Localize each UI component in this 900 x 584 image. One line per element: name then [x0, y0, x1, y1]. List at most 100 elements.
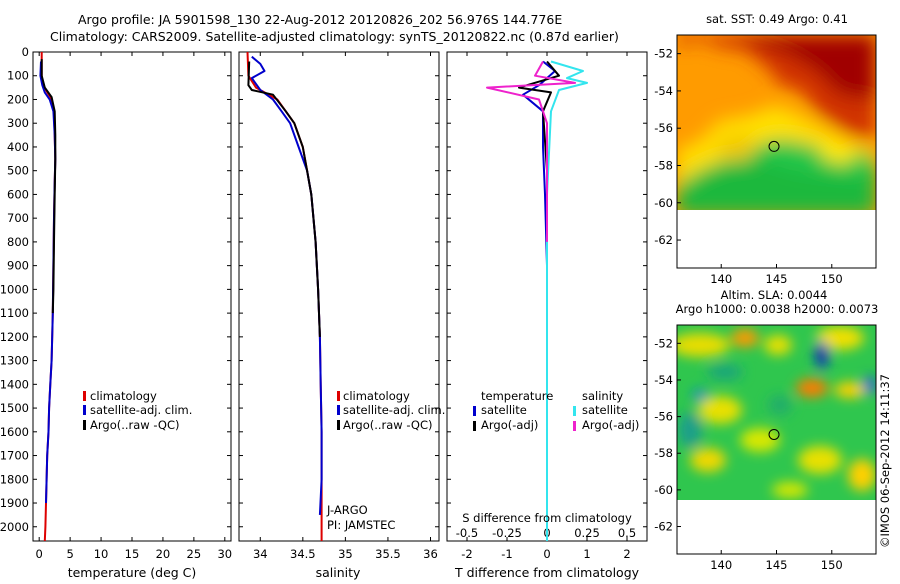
salinity-xlabel: salinity — [316, 565, 361, 580]
sst-map-title: sat. SST: 0.49 Argo: 0.41 — [706, 12, 848, 26]
y-tick-label: 400 — [7, 140, 29, 154]
sla-map-title: Altim. SLA: 0.0044 — [721, 288, 828, 302]
series-line-argo-raw-qc — [40, 59, 57, 314]
x-tick-label: -2 — [461, 547, 472, 561]
legend-swatch-satellite — [337, 405, 340, 415]
y-tick-label: 1800 — [0, 472, 29, 486]
salinity-legend: climatology satellite-adj. clim. Argo(..… — [337, 389, 445, 432]
y-tick-label: 1200 — [0, 330, 29, 344]
map-y-tick-label: -56 — [654, 410, 673, 424]
x-tick-label: 30 — [217, 547, 232, 561]
y-tick-label: 1400 — [0, 377, 29, 391]
s-tick-label: 0.5 — [618, 526, 636, 540]
map-y-tick-label: -60 — [654, 483, 673, 497]
float-position-marker — [768, 428, 780, 440]
y-tick-label: 900 — [7, 259, 29, 273]
map-y-tick-label: -62 — [654, 233, 673, 247]
temperature-plot: 0 5 10 15 20 25 300100200300400500600700800900… — [0, 45, 232, 561]
y-tick-label: 1000 — [0, 282, 29, 296]
legend-label-s-argo: Argo(-adj) — [582, 418, 639, 432]
difference-top-xlabel: S difference from climatology — [462, 511, 632, 525]
annotation-pi: PI: JAMSTEC — [327, 518, 395, 532]
x-tick-label: 1 — [583, 547, 590, 561]
x-tick-label: 36 — [423, 547, 438, 561]
temperature-panel-frame — [32, 51, 232, 542]
series-line-salinity-satellite — [546, 60, 588, 541]
difference-xlabel: T difference from climatology — [454, 565, 640, 580]
y-tick-label: 1300 — [0, 354, 29, 368]
y-tick-label: 1600 — [0, 425, 29, 439]
x-tick-label: 35.5 — [375, 547, 401, 561]
x-tick-label: -1 — [501, 547, 512, 561]
difference-plot: -2 -1 0 1 2-0.5 -0.25 0 0.25 0.5 — [447, 51, 647, 561]
x-tick-label: 25 — [187, 547, 202, 561]
imos-credit: ©IMOS 06-Sep-2012 14:11:37 — [878, 374, 892, 548]
x-tick-label: 0 — [36, 547, 43, 561]
y-tick-label: 1700 — [0, 449, 29, 463]
map-y-tick-label: -54 — [654, 373, 673, 387]
legend-swatch-argo — [83, 420, 86, 430]
sla-map-float-marker — [768, 428, 780, 440]
legend-heading-salinity: salinity — [582, 389, 623, 403]
y-tick-label: 300 — [7, 116, 29, 130]
map-y-tick-label: -58 — [654, 158, 673, 172]
legend-label-climatology: climatology — [343, 389, 410, 403]
legend-swatch-t-satellite — [473, 406, 476, 416]
x-tick-label: 10 — [94, 547, 109, 561]
sst-map-float-marker — [768, 140, 780, 152]
legend-swatch-argo — [337, 420, 340, 430]
x-tick-label: 5 — [66, 547, 73, 561]
legend-label-t-argo: Argo(-adj) — [481, 418, 538, 432]
legend-swatch-satellite — [83, 405, 86, 415]
legend-label-argo: Argo(..raw -QC) — [90, 418, 180, 432]
legend-label-t-satellite: satellite — [481, 403, 527, 417]
s-tick-label: -0.5 — [456, 526, 478, 540]
sla-map-axes: 140 145 150 -52 -54 -56 -58 -60 -62 — [654, 336, 843, 572]
header-line1: Argo profile: JA 5901598_130 22-Aug-2012… — [78, 12, 562, 27]
s-tick-label: 0.25 — [574, 526, 600, 540]
map-x-tick-label: 150 — [821, 272, 843, 286]
salinity-panel-frame — [238, 51, 440, 542]
legend-swatch-t-argo — [473, 421, 476, 431]
salinity-plot: 34 34.5 35 35.5 36 — [239, 51, 439, 561]
y-tick-label: 2000 — [0, 520, 29, 534]
sla-map-field — [677, 325, 876, 500]
legend-label-satellite: satellite-adj. clim. — [90, 403, 192, 417]
temperature-legend: climatology satellite-adj. clim. Argo(..… — [83, 389, 192, 432]
y-tick-label: 800 — [7, 235, 29, 249]
y-tick-label: 600 — [7, 187, 29, 201]
sla-map-subtitle: Argo h1000: 0.0038 h2000: 0.0073 — [676, 302, 879, 316]
legend-swatch-s-satellite — [573, 406, 576, 416]
map-x-tick-label: 145 — [766, 558, 788, 572]
y-tick-label: 100 — [7, 69, 29, 83]
map-y-tick-label: -58 — [654, 446, 673, 460]
sst-map-field — [677, 35, 876, 210]
map-y-tick-label: -60 — [654, 196, 673, 210]
series-line-satellite-adj-clim — [250, 55, 323, 515]
legend-swatch-climatology — [83, 391, 86, 401]
legend-heading-temperature: temperature — [481, 389, 553, 403]
legend-swatch-climatology — [337, 391, 340, 401]
y-tick-label: 1500 — [0, 401, 29, 415]
y-tick-label: 0 — [22, 45, 29, 59]
map-x-tick-label: 140 — [710, 272, 732, 286]
map-y-tick-label: -52 — [654, 336, 673, 350]
legend-label-argo: Argo(..raw -QC) — [343, 418, 433, 432]
header-line2: Climatology: CARS2009. Satellite-adjuste… — [50, 29, 619, 44]
difference-legend: temperature satellite Argo(-adj) salinit… — [473, 389, 639, 432]
y-tick-label: 1900 — [0, 496, 29, 510]
legend-swatch-s-argo — [573, 421, 576, 431]
temperature-xlabel: temperature (deg C) — [68, 565, 197, 580]
x-tick-label: 35 — [338, 547, 353, 561]
x-tick-label: 20 — [156, 547, 171, 561]
legend-label-climatology: climatology — [90, 389, 157, 403]
y-tick-label: 200 — [7, 92, 29, 106]
map-x-tick-label: 150 — [821, 558, 843, 572]
annotation-jargo: J-ARGO — [326, 503, 368, 517]
series-line-salinity-argo-adj — [486, 61, 576, 242]
legend-label-s-satellite: satellite — [582, 403, 628, 417]
sst-map-axes: 140 145 150 -52 -54 -56 -58 -60 -62 — [654, 47, 843, 286]
y-tick-label: 500 — [7, 164, 29, 178]
